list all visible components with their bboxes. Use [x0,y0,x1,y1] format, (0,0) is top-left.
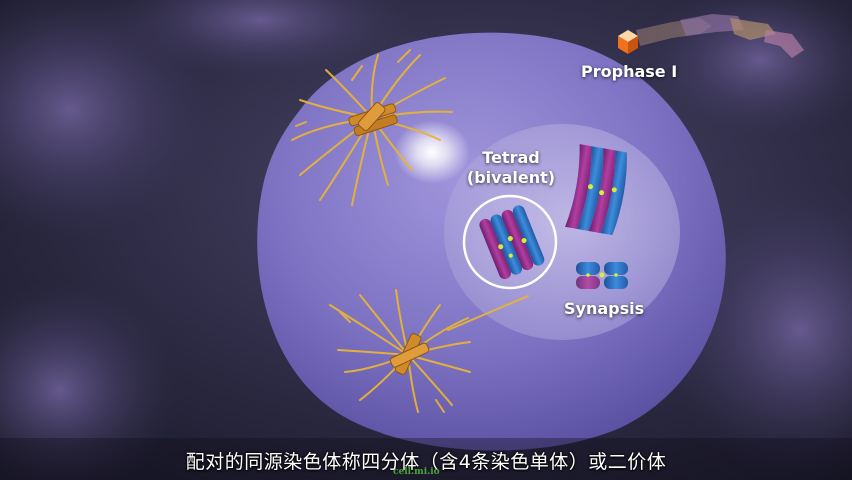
stage-marker-cube [618,30,638,54]
stage-label: Prophase I [581,62,678,81]
subtitle-caption: 配对的同源染色体称四分体（含4条染色单体）或二价体 [185,451,667,473]
stage-progress-arrow-icon [636,14,804,58]
caption-shadow-band [0,438,852,480]
synapsis-label: Synapsis [564,299,645,318]
tetrad-chromosomes [479,205,545,280]
light-glow [394,120,470,184]
background-cell-blob [0,280,180,480]
tetrad-label-line1: Tetrad [482,148,540,167]
watermark: cell.mi.io [393,467,440,477]
background-cell-blob [100,0,420,80]
upper-centrosome [348,102,398,137]
tetrad-large [565,144,627,236]
synapsis-chromosomes [576,262,628,289]
tetrad-label: Tetrad (bivalent) [466,148,556,188]
lower-centrosome [389,333,430,375]
tetrad-label-line2: (bivalent) [466,168,556,187]
